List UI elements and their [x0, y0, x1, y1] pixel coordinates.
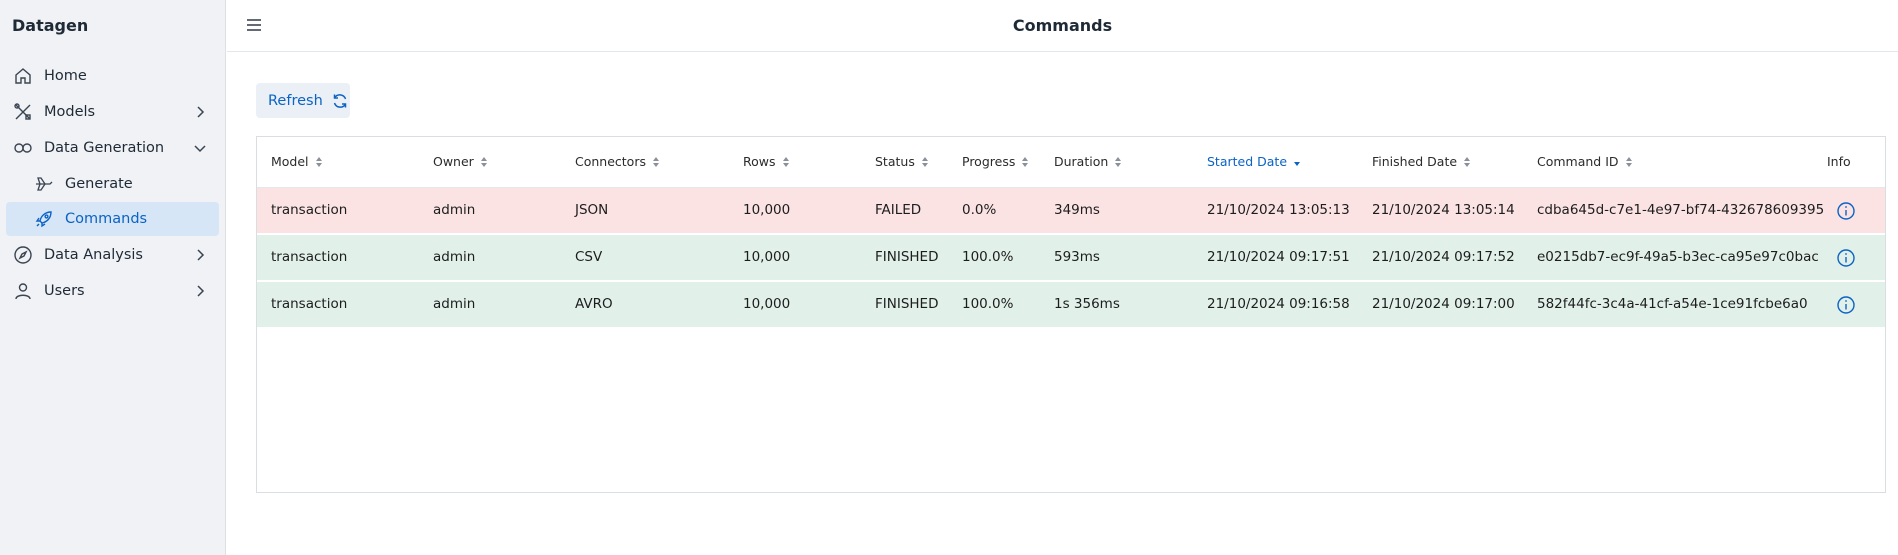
table-header: Model Owner Connectors Rows Status Progr… [257, 137, 1885, 189]
sort-desc-icon [1294, 161, 1301, 166]
column-header-command-id[interactable]: Command ID [1537, 154, 1633, 169]
sort-icon [480, 156, 487, 167]
sort-icon [1625, 156, 1632, 167]
cell-finished-date: 21/10/2024 13:05:14 [1372, 202, 1515, 218]
cell-status: FINISHED [875, 296, 939, 312]
sidebar-item-label: Commands [65, 211, 148, 227]
table-row[interactable]: transaction admin JSON 10,000 FAILED 0.0… [257, 188, 1885, 235]
tools-icon [12, 101, 34, 123]
chevron-right-icon [191, 246, 209, 264]
sidebar-item-data-generation[interactable]: Data Generation [6, 131, 219, 165]
column-header-rows[interactable]: Rows [743, 154, 790, 169]
sort-icon [1464, 156, 1471, 167]
menu-icon[interactable] [244, 15, 264, 35]
sidebar-item-label: Users [44, 283, 85, 299]
sort-icon [315, 156, 322, 167]
column-header-started-date[interactable]: Started Date [1207, 154, 1301, 169]
cell-status: FINISHED [875, 249, 939, 265]
cell-model: transaction [271, 249, 348, 265]
commands-table: Model Owner Connectors Rows Status Progr… [256, 136, 1886, 493]
column-header-info: Info [1827, 154, 1851, 169]
cell-model: transaction [271, 296, 348, 312]
sidebar-item-data-analysis[interactable]: Data Analysis [6, 238, 219, 272]
cell-rows: 10,000 [743, 202, 791, 218]
cell-command-id: cdba645d-c7e1-4e97-bf74-432678609395 [1537, 202, 1825, 218]
cell-duration: 1s 356ms [1054, 296, 1120, 312]
cell-finished-date: 21/10/2024 09:17:52 [1372, 249, 1515, 265]
refresh-icon [331, 92, 349, 110]
table-row[interactable]: transaction admin CSV 10,000 FINISHED 10… [257, 235, 1885, 282]
sidebar-item-label: Models [44, 104, 96, 120]
chevron-right-icon [191, 282, 209, 300]
info-icon[interactable] [1836, 201, 1856, 221]
chevron-down-icon [191, 139, 209, 157]
sort-icon [1115, 156, 1122, 167]
info-icon[interactable] [1836, 295, 1856, 315]
sidebar-item-home[interactable]: Home [6, 59, 219, 93]
cell-owner: admin [433, 202, 476, 218]
column-header-status[interactable]: Status [875, 154, 929, 169]
cell-duration: 593ms [1054, 249, 1100, 265]
sidebar-item-commands[interactable]: Commands [6, 202, 219, 236]
sidebar-item-users[interactable]: Users [6, 274, 219, 308]
cell-owner: admin [433, 296, 476, 312]
chevron-right-icon [191, 103, 209, 121]
sidebar-item-models[interactable]: Models [6, 95, 219, 129]
sidebar-item-label: Data Generation [44, 140, 165, 156]
column-header-model[interactable]: Model [271, 154, 323, 169]
cell-owner: admin [433, 249, 476, 265]
column-header-progress[interactable]: Progress [962, 154, 1029, 169]
plane-icon [33, 173, 55, 195]
column-header-connectors[interactable]: Connectors [575, 154, 660, 169]
table-row[interactable]: transaction admin AVRO 10,000 FINISHED 1… [257, 282, 1885, 329]
sort-icon [652, 156, 659, 167]
topbar: Commands [227, 0, 1898, 52]
refresh-button[interactable]: Refresh [256, 83, 350, 118]
cell-progress: 0.0% [962, 202, 997, 218]
cell-connectors: CSV [575, 249, 603, 265]
sort-icon [1022, 156, 1029, 167]
sidebar-item-label: Home [44, 68, 87, 84]
cell-progress: 100.0% [962, 249, 1014, 265]
sidebar-item-generate[interactable]: Generate [6, 167, 219, 201]
cell-command-id: e0215db7-ec9f-49a5-b3ec-ca95e97c0bac [1537, 249, 1819, 265]
compass-icon [12, 244, 34, 266]
cell-started-date: 21/10/2024 09:16:58 [1207, 296, 1350, 312]
column-header-finished-date[interactable]: Finished Date [1372, 154, 1471, 169]
home-icon [12, 65, 34, 87]
cell-rows: 10,000 [743, 296, 791, 312]
page-title: Commands [1012, 16, 1113, 35]
infinity-icon [12, 137, 34, 159]
cell-rows: 10,000 [743, 249, 791, 265]
column-header-owner[interactable]: Owner [433, 154, 488, 169]
cell-duration: 349ms [1054, 202, 1100, 218]
cell-started-date: 21/10/2024 09:17:51 [1207, 249, 1350, 265]
sidebar: Datagen Home Models Data Generation Gene… [0, 0, 226, 555]
sort-icon [782, 156, 789, 167]
info-icon[interactable] [1836, 248, 1856, 268]
cell-status: FAILED [875, 202, 922, 218]
refresh-label: Refresh [268, 92, 323, 109]
cell-connectors: AVRO [575, 296, 613, 312]
user-icon [12, 280, 34, 302]
cell-model: transaction [271, 202, 348, 218]
rocket-icon [33, 208, 55, 230]
cell-connectors: JSON [575, 202, 609, 218]
sidebar-item-label: Data Analysis [44, 247, 143, 263]
app-brand: Datagen [12, 16, 89, 35]
sidebar-item-label: Generate [65, 176, 133, 192]
cell-progress: 100.0% [962, 296, 1014, 312]
sort-icon [921, 156, 928, 167]
column-header-duration[interactable]: Duration [1054, 154, 1122, 169]
cell-started-date: 21/10/2024 13:05:13 [1207, 202, 1350, 218]
cell-finished-date: 21/10/2024 09:17:00 [1372, 296, 1515, 312]
cell-command-id: 582f44fc-3c4a-41cf-a54e-1ce91fcbe6a0 [1537, 296, 1808, 312]
